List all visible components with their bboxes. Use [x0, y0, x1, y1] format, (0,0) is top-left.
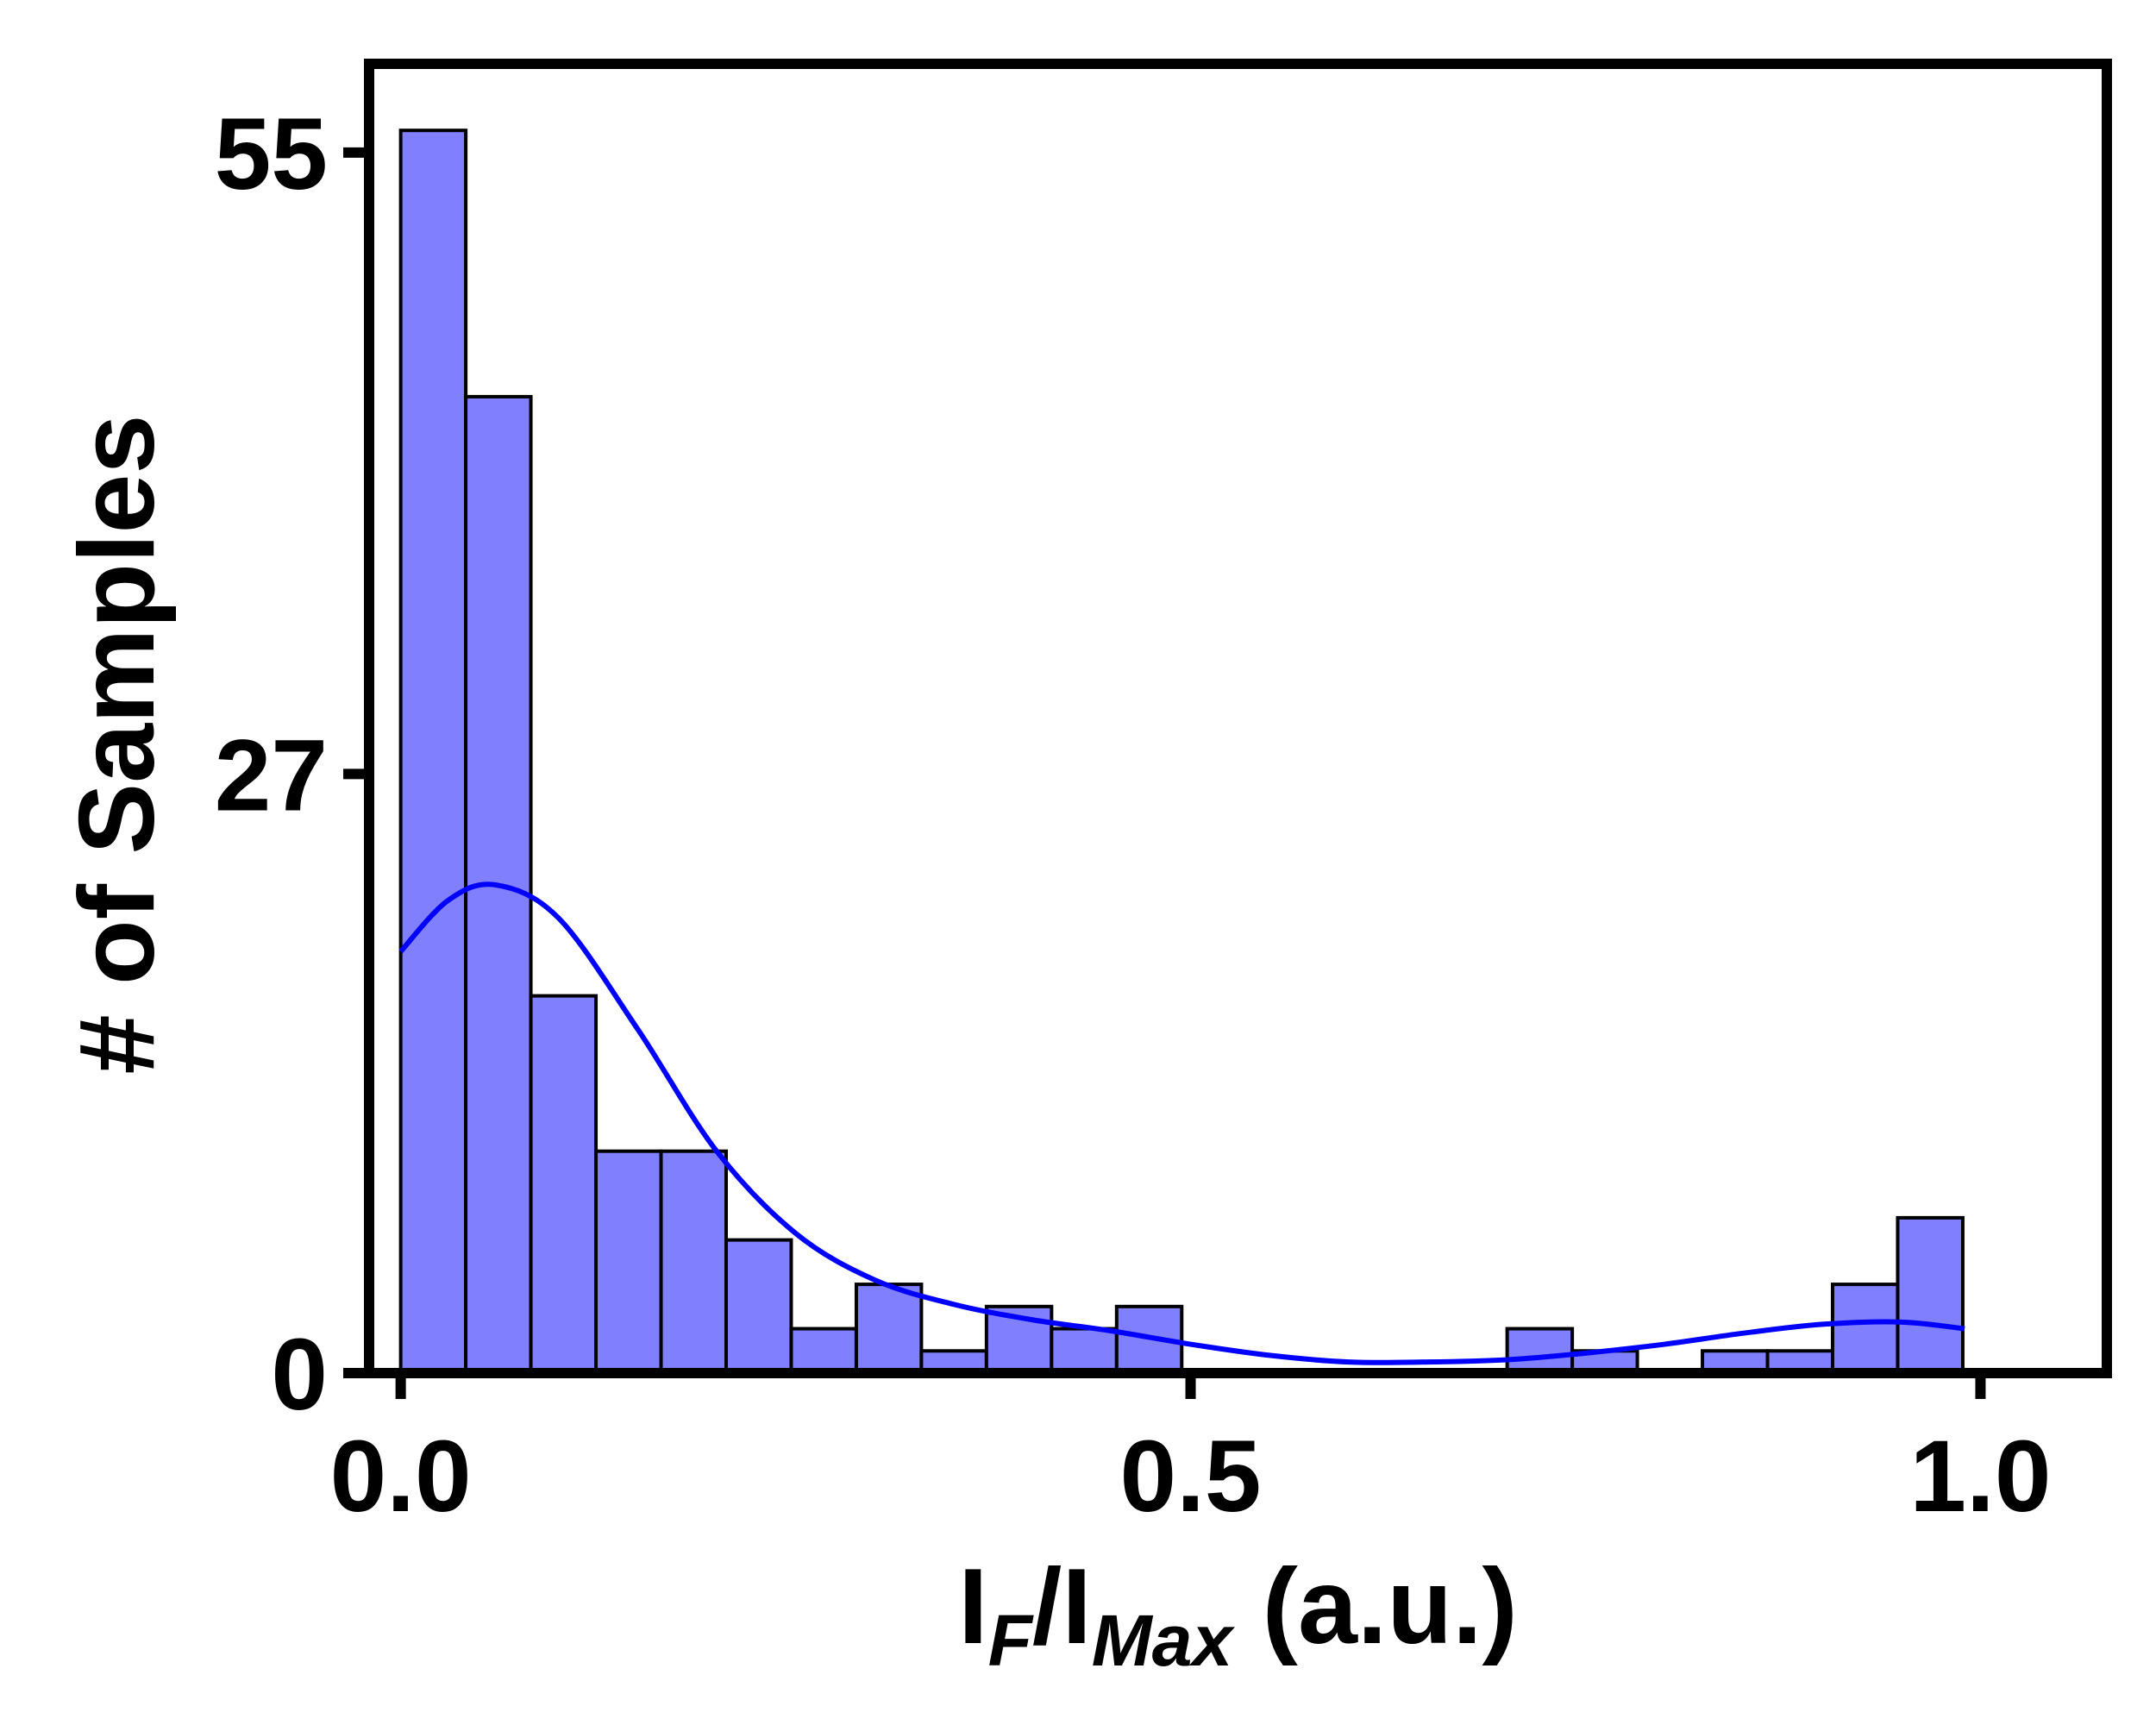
- x-tick-label: 0.5: [1120, 1420, 1262, 1534]
- x-tick-label: 0.0: [330, 1420, 472, 1534]
- histogram-bar: [529, 994, 599, 1376]
- histogram-bar: [594, 1149, 663, 1376]
- histogram-bar: [398, 129, 468, 1376]
- histogram-bars: [398, 129, 1965, 1376]
- histogram-bar: [659, 1149, 728, 1376]
- kde-curve: [398, 881, 1965, 1365]
- y-tick-label: 0: [271, 1318, 328, 1432]
- histogram-bar: [724, 1238, 793, 1375]
- x-axis-ticks: 0.0 0.5 1.0: [330, 1373, 2051, 1534]
- y-axis-ticks: 0 27 55: [215, 97, 369, 1432]
- x-label-part-slash-i: /I: [1032, 1547, 1092, 1666]
- histogram-bar: [1505, 1327, 1575, 1375]
- x-label-sub-max: Max: [1092, 1600, 1236, 1681]
- histogram-bar: [789, 1327, 858, 1375]
- plot-frame: [364, 59, 2112, 1378]
- histogram-bar: [1050, 1327, 1119, 1375]
- y-axis-label: # of Samples: [58, 415, 177, 1075]
- y-tick-label: 27: [215, 718, 328, 832]
- x-axis-label: IF/IMax (a.u.): [958, 1547, 1518, 1681]
- x-label-part-i: I: [958, 1547, 987, 1666]
- histogram-bar: [854, 1283, 924, 1375]
- x-label-sub-f: F: [988, 1600, 1035, 1681]
- histogram-bar: [1830, 1283, 1900, 1375]
- y-tick-label: 55: [215, 97, 328, 211]
- x-label-units: (a.u.): [1232, 1547, 1518, 1666]
- histogram-bar: [1896, 1215, 1965, 1376]
- x-tick-label: 1.0: [1909, 1420, 2051, 1534]
